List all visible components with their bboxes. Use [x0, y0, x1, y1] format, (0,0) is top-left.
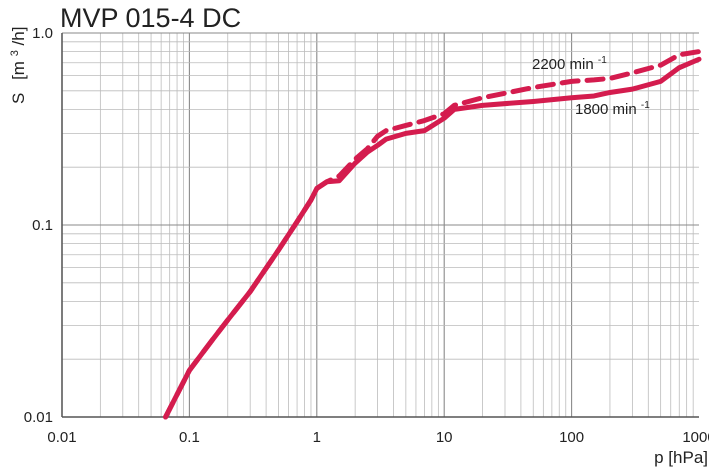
series-label-1800: 1800 min -1 — [575, 100, 650, 118]
series-label-2200-name: 2200 min — [532, 56, 594, 73]
series-1800-line — [163, 56, 702, 420]
grid-layer — [61, 32, 699, 418]
x-tick-label: 1 — [313, 429, 321, 446]
x-tick-label: 0.01 — [47, 429, 76, 446]
x-tick-label: 100 — [559, 429, 584, 446]
series-label-2200-sup: -1 — [598, 55, 607, 66]
y-axis-label: S [m 3 /h] — [3, 27, 28, 104]
y-axis-label-main: S — [9, 93, 28, 104]
y-axis-label-unit-prefix: [m — [9, 61, 28, 80]
series-label-1800-sup: -1 — [641, 100, 650, 111]
chart-title: MVP 015-4 DC — [60, 3, 241, 33]
x-axis-label: p [hPa] — [654, 448, 708, 467]
series-label-1800-name: 1800 min — [575, 101, 637, 118]
x-tick-label: 10 — [436, 429, 453, 446]
y-tick-label: 1.0 — [32, 25, 53, 42]
series-label-2200: 2200 min -1 — [532, 55, 607, 73]
series-layer — [163, 49, 702, 420]
x-tick-label: 0.1 — [179, 429, 200, 446]
y-axis-label-unit-suffix: /h] — [9, 27, 28, 46]
y-tick-label: 0.01 — [24, 409, 53, 426]
y-tick-label: 0.1 — [32, 217, 53, 234]
y-axis-label-unit-exp: 3 — [9, 50, 21, 56]
